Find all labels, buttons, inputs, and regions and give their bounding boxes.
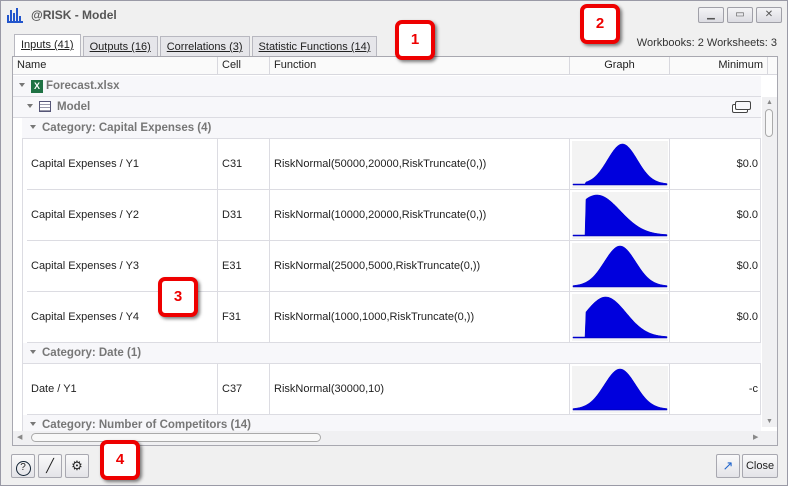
- column-header-function[interactable]: Function: [270, 57, 570, 75]
- tab-bar: Inputs (41) Outputs (16) Correlations (3…: [14, 34, 379, 58]
- scroll-up-arrow[interactable]: ▲: [766, 99, 773, 106]
- workbook-worksheet-counts: Workbooks: 2 Worksheets: 3: [636, 37, 777, 49]
- horizontal-scrollbar[interactable]: ◀ ▶: [13, 431, 777, 445]
- graph-cell: [570, 241, 670, 291]
- distribution-graph[interactable]: [572, 366, 668, 413]
- tab-outputs[interactable]: Outputs (16): [82, 36, 158, 58]
- function-cell: RiskNormal(30000,10): [270, 364, 570, 414]
- tab-inputs[interactable]: Inputs (41): [14, 34, 81, 57]
- name-cell: Capital Expenses / Y1: [27, 139, 218, 189]
- tab-correlations[interactable]: Correlations (3): [159, 36, 250, 58]
- collapse-icon[interactable]: [30, 124, 36, 129]
- inputs-grid: Name Cell Function Graph Minimum X Foreca…: [12, 56, 778, 446]
- column-header-minimum[interactable]: Minimum: [670, 57, 768, 75]
- cell-ref: F31: [218, 292, 270, 342]
- grid-header: Name Cell Function Graph Minimum: [13, 57, 777, 75]
- worksheet-icon: [39, 101, 51, 113]
- scroll-down-arrow[interactable]: ▼: [766, 418, 773, 425]
- input-row[interactable]: Capital Expenses / Y3 E31 RiskNormal(250…: [27, 241, 761, 292]
- input-row[interactable]: Capital Expenses / Y2 D31 RiskNormal(100…: [27, 190, 761, 241]
- cell-ref: C31: [218, 139, 270, 189]
- distribution-fill: [572, 194, 668, 237]
- vertical-scrollbar[interactable]: ▲ ▼: [762, 97, 777, 427]
- name-cell: Capital Expenses / Y2: [27, 190, 218, 240]
- workbook-node[interactable]: X Forecast.xlsx: [13, 76, 761, 97]
- cell-ref: C37: [218, 364, 270, 414]
- minimize-button[interactable]: ▁: [698, 7, 724, 23]
- collapse-icon[interactable]: [19, 82, 25, 87]
- help-button[interactable]: ?: [11, 454, 35, 478]
- distribution-fill: [572, 368, 668, 411]
- edit-button[interactable]: ╱: [38, 454, 62, 478]
- close-button[interactable]: Close: [742, 454, 778, 478]
- name-cell: Capital Expenses / Y4: [27, 292, 218, 342]
- risk-logo-icon: [7, 7, 23, 23]
- input-row[interactable]: Capital Expenses / Y4 F31 RiskNormal(100…: [27, 292, 761, 343]
- category-date[interactable]: Category: Date (1): [22, 343, 761, 364]
- excel-icon: X: [31, 80, 43, 93]
- function-cell: RiskNormal(1000,1000,RiskTruncate(0,)): [270, 292, 570, 342]
- distribution-graph[interactable]: [572, 192, 668, 239]
- minimum-cell: $0.0: [670, 190, 761, 240]
- distribution-fill: [572, 296, 668, 339]
- scroll-right-arrow[interactable]: ▶: [753, 434, 759, 441]
- cell-ref: E31: [218, 241, 270, 291]
- column-header-graph[interactable]: Graph: [570, 57, 670, 75]
- export-icon: ↗: [722, 458, 734, 473]
- function-cell: RiskNormal(10000,20000,RiskTruncate(0,)): [270, 190, 570, 240]
- gear-icon: ⚙: [71, 458, 83, 473]
- callout-badge-1: 1: [395, 20, 435, 60]
- scroll-left-arrow[interactable]: ◀: [17, 434, 23, 441]
- workbook-name: Forecast.xlsx: [46, 80, 120, 92]
- category-label: Category: Date (1): [42, 347, 142, 359]
- graph-cell: [570, 364, 670, 414]
- graph-cell: [570, 190, 670, 240]
- collapse-icon[interactable]: [27, 103, 33, 108]
- title-bar: @RISK - Model ▁ ▭ ✕: [1, 1, 787, 29]
- worksheet-node[interactable]: Model: [13, 97, 761, 118]
- callout-badge-2: 2: [580, 4, 620, 44]
- distribution-graph[interactable]: [572, 141, 668, 188]
- input-row[interactable]: Date / Y1 C37 RiskNormal(30000,10) -c: [27, 364, 761, 415]
- name-cell: Capital Expenses / Y3: [27, 241, 218, 291]
- tab-statistic-functions[interactable]: Statistic Functions (14): [251, 36, 378, 58]
- distribution-graph[interactable]: [572, 243, 668, 290]
- category-label: Category: Capital Expenses (4): [42, 122, 212, 134]
- graph-cell: [570, 139, 670, 189]
- collapse-icon[interactable]: [30, 349, 36, 354]
- help-icon: ?: [15, 461, 31, 476]
- horizontal-scroll-thumb[interactable]: [31, 433, 321, 442]
- minimum-cell: $0.0: [670, 292, 761, 342]
- minimum-cell: $0.0: [670, 139, 761, 189]
- distribution-fill: [572, 245, 668, 288]
- maximize-button[interactable]: ▭: [727, 7, 753, 23]
- category-label: Category: Number of Competitors (14): [42, 419, 251, 431]
- cell-ref: D31: [218, 190, 270, 240]
- pencil-icon: ╱: [46, 458, 54, 473]
- vertical-scroll-thumb[interactable]: [765, 109, 773, 137]
- callout-badge-3: 3: [158, 277, 198, 317]
- name-cell: Date / Y1: [27, 364, 218, 414]
- column-header-cell[interactable]: Cell: [218, 57, 270, 75]
- function-cell: RiskNormal(25000,5000,RiskTruncate(0,)): [270, 241, 570, 291]
- collapse-icon[interactable]: [30, 421, 36, 426]
- function-cell: RiskNormal(50000,20000,RiskTruncate(0,)): [270, 139, 570, 189]
- minimum-cell: $0.0: [670, 241, 761, 291]
- tree-guide: [22, 139, 23, 439]
- column-header-name[interactable]: Name: [13, 57, 218, 75]
- minimum-cell: -c: [670, 364, 761, 414]
- distribution-graph[interactable]: [572, 294, 668, 341]
- distribution-fill: [572, 143, 668, 186]
- graph-cell: [570, 292, 670, 342]
- settings-button[interactable]: ⚙: [65, 454, 89, 478]
- callout-badge-4: 4: [100, 440, 140, 480]
- window-title: @RISK - Model: [31, 8, 117, 22]
- close-window-button[interactable]: ✕: [756, 7, 782, 23]
- export-button[interactable]: ↗: [716, 454, 740, 478]
- category-capital-expenses[interactable]: Category: Capital Expenses (4): [22, 118, 761, 139]
- collapse-all-icon[interactable]: [735, 101, 751, 110]
- input-row[interactable]: Capital Expenses / Y1 C31 RiskNormal(500…: [27, 139, 761, 190]
- worksheet-name: Model: [57, 101, 91, 113]
